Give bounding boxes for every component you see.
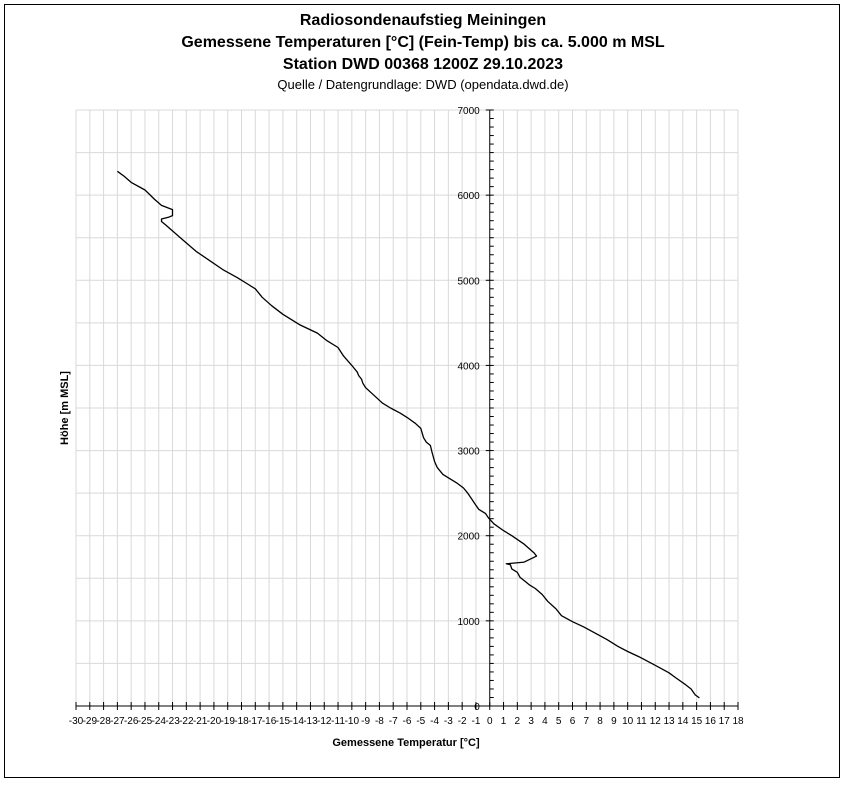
grid-lines: [75, 109, 739, 706]
y-tick-label: 4000: [458, 361, 481, 372]
x-tick-label: -12: [317, 716, 332, 727]
x-tick-label: 17: [719, 716, 731, 727]
x-tick-label: -30: [69, 716, 84, 727]
x-tick-label: -4: [430, 716, 439, 727]
x-tick-label: -14: [289, 716, 304, 727]
y-tick-label: 2000: [458, 532, 481, 543]
x-tick-label: -13: [303, 716, 318, 727]
chart-frame: [4, 4, 840, 778]
x-tick-label: -16: [262, 716, 277, 727]
y-tick-label: 0: [474, 702, 480, 713]
x-tick-label: 18: [732, 716, 744, 727]
x-tick-label: 7: [584, 716, 590, 727]
x-tick-label: 12: [650, 716, 662, 727]
x-tick-label: -9: [361, 716, 370, 727]
x-tick-label: -21: [193, 716, 208, 727]
chart-titles: Radiosondenaufstieg Meiningen Gemessene …: [0, 10, 846, 94]
y-axis-label: Höhe [m MSL]: [59, 371, 71, 445]
x-tick-label: 6: [570, 716, 576, 727]
x-tick-label: -6: [403, 716, 412, 727]
x-tick-label: -2: [458, 716, 467, 727]
y-tick-label: 7000: [458, 106, 481, 117]
x-tick-label: -15: [276, 716, 291, 727]
chart-title-line2: Gemessene Temperaturen [°C] (Fein-Temp) …: [181, 34, 665, 51]
x-tick-label: -5: [416, 716, 425, 727]
x-tick-label: -10: [345, 716, 360, 727]
chart-subtitle: Quelle / Datengrundlage: DWD (opendata.d…: [277, 77, 569, 92]
x-tick-label: 3: [528, 716, 534, 727]
y-tick-label: 1000: [458, 617, 481, 628]
x-tick-label: -1: [472, 716, 481, 727]
x-tick-label: -27: [110, 716, 125, 727]
x-tick-label: 14: [677, 716, 689, 727]
x-tick-label: -7: [389, 716, 398, 727]
x-tick-label: -19: [220, 716, 235, 727]
x-tick-label: 5: [556, 716, 562, 727]
series-group: [117, 170, 700, 699]
x-tick-label: -8: [375, 716, 384, 727]
x-tick-label: -11: [331, 716, 345, 727]
x-tick-label: 0: [487, 716, 493, 727]
x-tick-label: -25: [138, 716, 153, 727]
x-tick-label: -26: [124, 716, 139, 727]
y-tick-label: 5000: [458, 276, 481, 287]
x-tick-label: -29: [83, 716, 98, 727]
x-axis-ticks: -30 -29 -28 -27 -26 -25 -24 -23 -22 -21 -20 -19 -18-…: [69, 702, 744, 727]
y-tick-label: 6000: [458, 191, 481, 202]
x-tick-label: 15: [691, 716, 703, 727]
x-tick-label: -17: [248, 716, 263, 727]
x-tick-label: 8: [597, 716, 603, 727]
x-tick-label: 11: [636, 716, 647, 727]
y-tick-label: 3000: [458, 447, 481, 458]
x-tick-label: 9: [611, 716, 617, 727]
x-tick-label: -3: [444, 716, 453, 727]
x-tick-label: -28: [96, 716, 111, 727]
temperature-profile-line: [117, 170, 700, 699]
x-tick-label: -24: [152, 716, 167, 727]
x-tick-label: 1: [501, 716, 507, 727]
x-tick-label: -23: [165, 716, 180, 727]
y-axis-ticks: 0 1000 2000 3000 4000 5000 6000 7000: [458, 106, 494, 713]
x-tick-label: -18: [234, 716, 249, 727]
x-tick-label: 10: [622, 716, 634, 727]
x-tick-label: 16: [705, 716, 717, 727]
x-tick-label: 4: [542, 716, 548, 727]
x-tick-label: -20: [207, 716, 222, 727]
x-tick-label: -22: [179, 716, 194, 727]
x-tick-label: 13: [663, 716, 675, 727]
chart-title: Radiosondenaufstieg Meiningen: [299, 12, 547, 29]
x-axis-label: Gemessene Temperatur [°C]: [332, 737, 480, 749]
x-tick-label: 2: [515, 716, 521, 727]
chart-title-line3: Station DWD 00368 1200Z 29.10.2023: [282, 56, 564, 73]
